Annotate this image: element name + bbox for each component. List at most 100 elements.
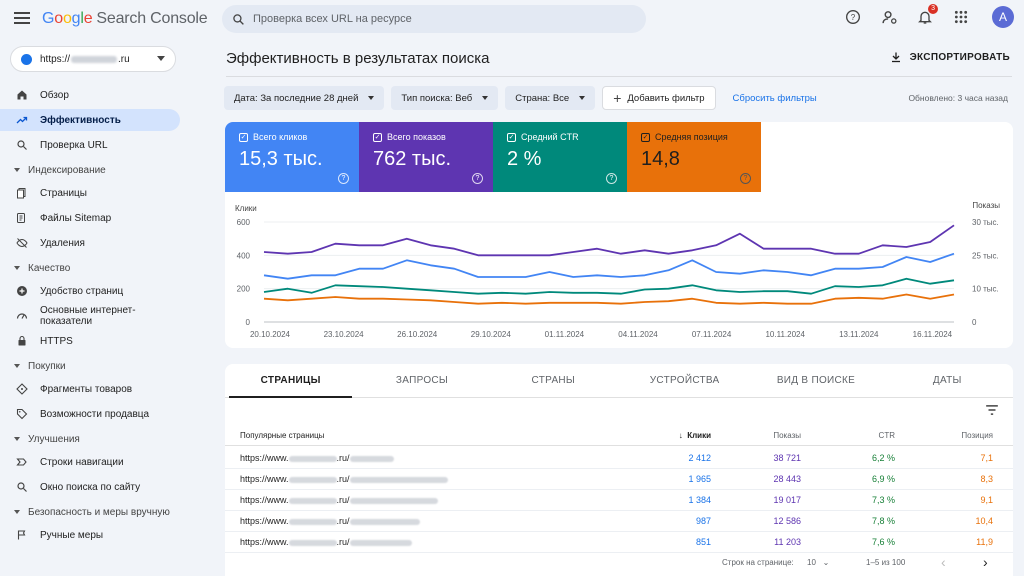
checkbox-checked-icon[interactable]: ✓ — [373, 132, 382, 142]
row-url[interactable]: https://www. .ru/ — [240, 453, 394, 463]
row-url[interactable]: https://www. .ru/ — [240, 495, 438, 505]
metric-card[interactable]: ✓ Средняя позиция 14,8? — [627, 122, 761, 192]
header-ctr[interactable]: CTR — [878, 431, 895, 440]
page-range: 1–5 из 100 — [866, 558, 906, 567]
checkbox-checked-icon[interactable]: ✓ — [641, 132, 650, 142]
url-inspection-search[interactable] — [222, 5, 646, 33]
sidebar-section-title: Покупки — [28, 360, 66, 372]
redacted-domain — [288, 476, 337, 483]
help-icon[interactable]: ? — [842, 6, 864, 28]
sidebar-section-title: Улучшения — [28, 433, 80, 445]
export-button[interactable]: ЭКСПОРТИРОВАТЬ — [890, 51, 1010, 63]
row-clicks: 1 965 — [688, 474, 711, 484]
sidebar-item-label: Проверка URL — [40, 139, 108, 151]
checkbox-checked-icon[interactable]: ✓ — [507, 132, 516, 142]
y-tick-label: 600 — [237, 218, 251, 227]
tab[interactable]: ЗАПРОСЫ — [395, 375, 449, 386]
search-type-chip[interactable]: Тип поиска: Веб — [391, 86, 499, 110]
metric-card[interactable]: ✓ Всего кликов 15,3 тыс.? — [225, 122, 359, 192]
sidebar-item[interactable]: Возможности продавца — [0, 403, 180, 425]
header-clicks[interactable]: ↓ Клики — [679, 431, 711, 440]
export-label: ЭКСПОРТИРОВАТЬ — [909, 51, 1010, 63]
rows-per-page-select[interactable]: 10 ⌄ — [807, 558, 829, 567]
sidebar-item[interactable]: Файлы Sitemap — [0, 207, 180, 229]
country-filter-chip[interactable]: Страна: Все — [505, 86, 596, 110]
sidebar-section-header[interactable]: Улучшения — [0, 429, 190, 449]
table-row[interactable]: https://www. .ru/851 11 203 7,6 % 11,9 — [225, 532, 1013, 553]
header-url[interactable]: Популярные страницы — [240, 431, 325, 440]
series-line — [263, 224, 955, 257]
sidebar-section-header[interactable]: Безопасность и меры вручную — [0, 502, 190, 522]
search-input[interactable] — [253, 13, 613, 25]
sidebar-item[interactable]: Обзор — [0, 84, 180, 106]
metric-label: Средний CTR — [521, 132, 579, 142]
app-logo[interactable]: Google Search Console — [42, 10, 208, 28]
tab[interactable]: ВИД В ПОИСКЕ — [776, 375, 856, 386]
table-row[interactable]: https://www. .ru/2 412 38 721 6,2 % 7,1 — [225, 448, 1013, 469]
row-url[interactable]: https://www. .ru/ — [240, 474, 448, 484]
search-icon — [16, 139, 28, 151]
sidebar-section-header[interactable]: Покупки — [0, 356, 190, 376]
header-position[interactable]: Позиция — [961, 431, 993, 440]
row-url[interactable]: https://www. .ru/ — [240, 537, 412, 547]
sidebar-item[interactable]: Удаления — [0, 232, 180, 254]
sidebar-nav: Обзор Эффективность Проверка URL Индексиров… — [0, 84, 190, 549]
sidebar-item[interactable]: Ручные меры — [0, 524, 180, 546]
tab[interactable]: УСТРОЙСТВА — [649, 375, 720, 386]
metric-label: Средняя позиция — [655, 132, 728, 142]
table-pagination: Строк на странице: 10 ⌄ 1–5 из 100 ‹ › — [225, 552, 1013, 576]
menu-icon[interactable] — [14, 12, 30, 26]
sidebar-item-label: Возможности продавца — [40, 408, 150, 420]
y-tick-label: 400 — [237, 251, 251, 260]
help-icon[interactable]: ? — [472, 173, 483, 184]
sidebar-section-header[interactable]: Качество — [0, 258, 190, 278]
sidebar-item[interactable]: Фрагменты товаров — [0, 378, 180, 400]
sidebar-item[interactable]: Удобство страниц — [0, 280, 180, 302]
prev-page-icon[interactable]: ‹ — [941, 554, 946, 570]
sidebar-item[interactable]: Страницы — [0, 182, 180, 204]
reset-filters-link[interactable]: Сбросить фильтры — [732, 92, 817, 104]
header-clicks-label: Клики — [687, 431, 711, 440]
property-prefix: https:// — [40, 53, 71, 65]
caret-down-icon — [14, 437, 20, 441]
tab[interactable]: ДАТЫ — [932, 375, 962, 386]
sidebar-section-header[interactable]: Индексирование — [0, 160, 190, 180]
sidebar-item[interactable]: HTTPS — [0, 330, 180, 352]
property-suffix: .ru — [118, 53, 130, 65]
table-row[interactable]: https://www. .ru/1 384 19 017 7,3 % 9,1 — [225, 490, 1013, 511]
metric-card[interactable]: ✓ Средний CTR 2 %? — [493, 122, 627, 192]
table-row[interactable]: https://www. .ru/987 12 586 7,8 % 10,4 — [225, 511, 1013, 532]
sidebar-item[interactable]: Основные интернет-показатели — [0, 305, 180, 327]
property-selector[interactable]: https:// .ru — [10, 46, 176, 72]
url-prefix: https://www. — [240, 474, 289, 484]
help-icon[interactable]: ? — [338, 173, 349, 184]
help-icon[interactable]: ? — [606, 173, 617, 184]
tab[interactable]: СТРАНЫ — [531, 375, 576, 386]
date-filter-chip[interactable]: Дата: За последние 28 дней — [224, 86, 385, 110]
sidebar-item-label: Фрагменты товаров — [40, 383, 133, 395]
table-row[interactable]: https://www. .ru/1 965 28 443 6,9 % 8,3 — [225, 469, 1013, 490]
row-clicks: 987 — [695, 516, 711, 526]
filter-list-icon[interactable] — [985, 404, 999, 416]
row-impressions: 12 586 — [773, 516, 801, 526]
notifications-icon[interactable]: 3 — [914, 4, 938, 28]
add-filter-button[interactable]: + Добавить фильтр — [602, 86, 716, 110]
date-filter-label: Дата: За последние 28 дней — [234, 92, 359, 104]
row-url[interactable]: https://www. .ru/ — [240, 516, 420, 526]
help-icon[interactable]: ? — [740, 173, 751, 184]
sidebar-item[interactable]: Эффективность — [0, 109, 180, 131]
sidebar-item[interactable]: Проверка URL — [0, 134, 180, 156]
redacted-domain — [288, 497, 337, 504]
next-page-icon[interactable]: › — [983, 554, 988, 570]
metric-card[interactable]: ✓ Всего показов 762 тыс.? — [359, 122, 493, 192]
apps-grid-icon[interactable] — [950, 6, 972, 28]
checkbox-checked-icon[interactable]: ✓ — [239, 132, 248, 142]
row-ctr: 6,9 % — [871, 474, 895, 484]
manage-users-icon[interactable] — [878, 6, 900, 28]
table-header: Популярные страницы ↓ Клики Показы CTR П… — [225, 426, 1013, 446]
avatar[interactable]: A — [992, 6, 1014, 28]
sidebar-item[interactable]: Окно поиска по сайту — [0, 476, 180, 498]
tab[interactable]: СТРАНИЦЫ — [225, 364, 356, 398]
sidebar-item[interactable]: Строки навигации — [0, 451, 180, 473]
header-impressions[interactable]: Показы — [773, 431, 801, 440]
